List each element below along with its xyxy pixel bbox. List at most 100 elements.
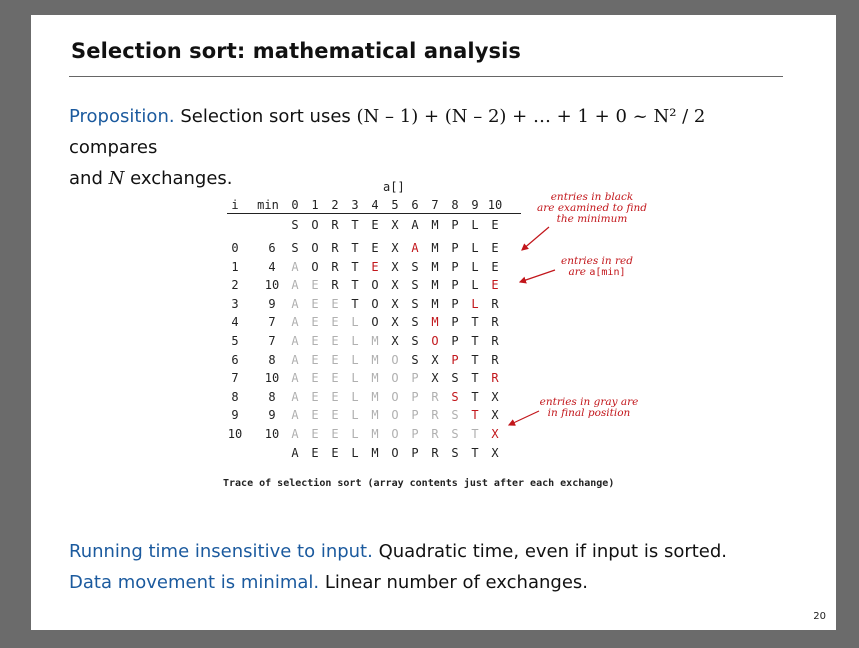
trace-cell: T	[351, 241, 359, 255]
trace-cell: O	[431, 334, 439, 348]
trace-cell: A	[291, 315, 299, 330]
running-time-label: Running time insensitive to input.	[69, 541, 373, 562]
trace-cell: O	[371, 315, 379, 330]
trace-cell: R	[491, 315, 499, 330]
trace-cell: R	[331, 278, 339, 293]
final-cell: T	[471, 446, 479, 460]
trace-cell: T	[471, 427, 479, 441]
trace-cell: E	[331, 334, 339, 348]
trace-cell: X	[431, 352, 439, 367]
trace-cell: E	[491, 259, 499, 274]
trace-cell: P	[451, 278, 459, 293]
trace-cell: L	[351, 315, 359, 330]
trace-cell: L	[351, 427, 359, 441]
trace-cell: M	[371, 334, 379, 348]
row-min: 7	[268, 315, 276, 330]
trace-cell: P	[451, 259, 459, 274]
trace-cell: M	[431, 315, 439, 330]
trace-cell: T	[471, 315, 479, 330]
trace-cell: E	[311, 389, 319, 404]
trace-cell: M	[371, 427, 379, 441]
trace-cell: L	[351, 371, 359, 386]
initial-cell: X	[391, 218, 399, 232]
proposition-var-n: N	[108, 168, 125, 189]
trace-cell: E	[491, 241, 499, 255]
header-underline	[227, 213, 521, 214]
annotation-arrows	[507, 226, 556, 426]
trace-cell: E	[331, 408, 339, 423]
trace-cell: T	[471, 334, 479, 348]
trace-cell: X	[491, 427, 499, 441]
initial-cell: R	[331, 218, 339, 232]
row-i: 5	[231, 334, 239, 348]
row-i: 3	[231, 296, 239, 311]
row-i: 2	[231, 278, 239, 293]
proposition: Proposition. Selection sort uses (N – 1)…	[69, 101, 789, 194]
row-min: 9	[268, 408, 276, 423]
trace-cell: P	[411, 408, 419, 423]
trace-cell: P	[451, 315, 459, 330]
final-cell: M	[371, 446, 379, 460]
trace-cell: M	[431, 278, 439, 293]
trace-cell: S	[411, 278, 419, 293]
row-i: 4	[231, 315, 239, 330]
trace-cell: E	[371, 241, 379, 255]
final-cell: L	[351, 446, 359, 460]
trace-cell: X	[491, 389, 499, 404]
trace-cell: R	[431, 408, 439, 423]
trace-cell: L	[351, 334, 359, 348]
running-time-text: Quadratic time, even if input is sorted.	[378, 541, 728, 562]
trace-cell: A	[291, 278, 299, 293]
header-index: 7	[431, 198, 439, 212]
proposition-and: and	[69, 168, 103, 189]
trace-cell: R	[491, 334, 499, 348]
trace-cell: X	[391, 315, 399, 330]
trace-caption: Trace of selection sort (array contents …	[223, 478, 615, 489]
trace-cell: S	[451, 371, 459, 386]
final-cell: O	[391, 446, 399, 460]
final-cell: E	[311, 446, 319, 460]
header-index: 8	[451, 198, 459, 212]
row-min: 7	[268, 334, 276, 348]
trace-cell: O	[371, 296, 379, 311]
trace-cell: A	[291, 427, 299, 441]
header-i: i	[231, 198, 239, 212]
trace-cell: E	[311, 315, 319, 330]
trace-cell: L	[471, 259, 479, 274]
header-index: 10	[487, 198, 503, 212]
trace-cell: A	[291, 334, 299, 348]
trace-cell: M	[371, 352, 379, 367]
final-cell: R	[431, 446, 439, 460]
row-i: 6	[231, 352, 239, 367]
trace-cell: R	[331, 241, 339, 255]
header-index: 9	[471, 198, 479, 212]
selection-sort-trace: a[] entries in black are examined to fin…	[31, 15, 836, 630]
header-index: 3	[351, 198, 359, 212]
trace-cell: E	[491, 278, 499, 293]
row-i: 9	[231, 408, 239, 423]
proposition-formula: (N – 1) + (N – 2) + … + 1 + 0 ~ N² / 2	[356, 106, 706, 127]
header-index: 1	[311, 198, 319, 212]
trace-cell: L	[471, 241, 479, 255]
title-rule	[69, 76, 783, 77]
initial-cell: T	[351, 218, 359, 232]
trace-cell: O	[311, 259, 319, 274]
trace-cell: S	[411, 296, 419, 311]
slide-title: Selection sort: mathematical analysis	[71, 39, 521, 63]
trace-cell: E	[311, 408, 319, 423]
initial-cell: A	[411, 218, 419, 232]
trace-cell: X	[391, 278, 399, 293]
trace-cell: S	[451, 389, 459, 404]
initial-cell: P	[451, 218, 459, 232]
trace-cell: O	[391, 389, 399, 404]
row-min: 10	[264, 427, 280, 441]
initial-cell: E	[491, 218, 499, 232]
note-red-entries: entries in red are a[min]	[554, 256, 640, 279]
note-black-line3: the minimum	[556, 213, 628, 225]
trace-cell: O	[391, 408, 399, 423]
trace-cell: S	[411, 334, 419, 348]
trace-cell: P	[451, 296, 459, 311]
header-index: 5	[391, 198, 399, 212]
trace-cell: A	[291, 371, 299, 386]
header-index: 2	[331, 198, 339, 212]
